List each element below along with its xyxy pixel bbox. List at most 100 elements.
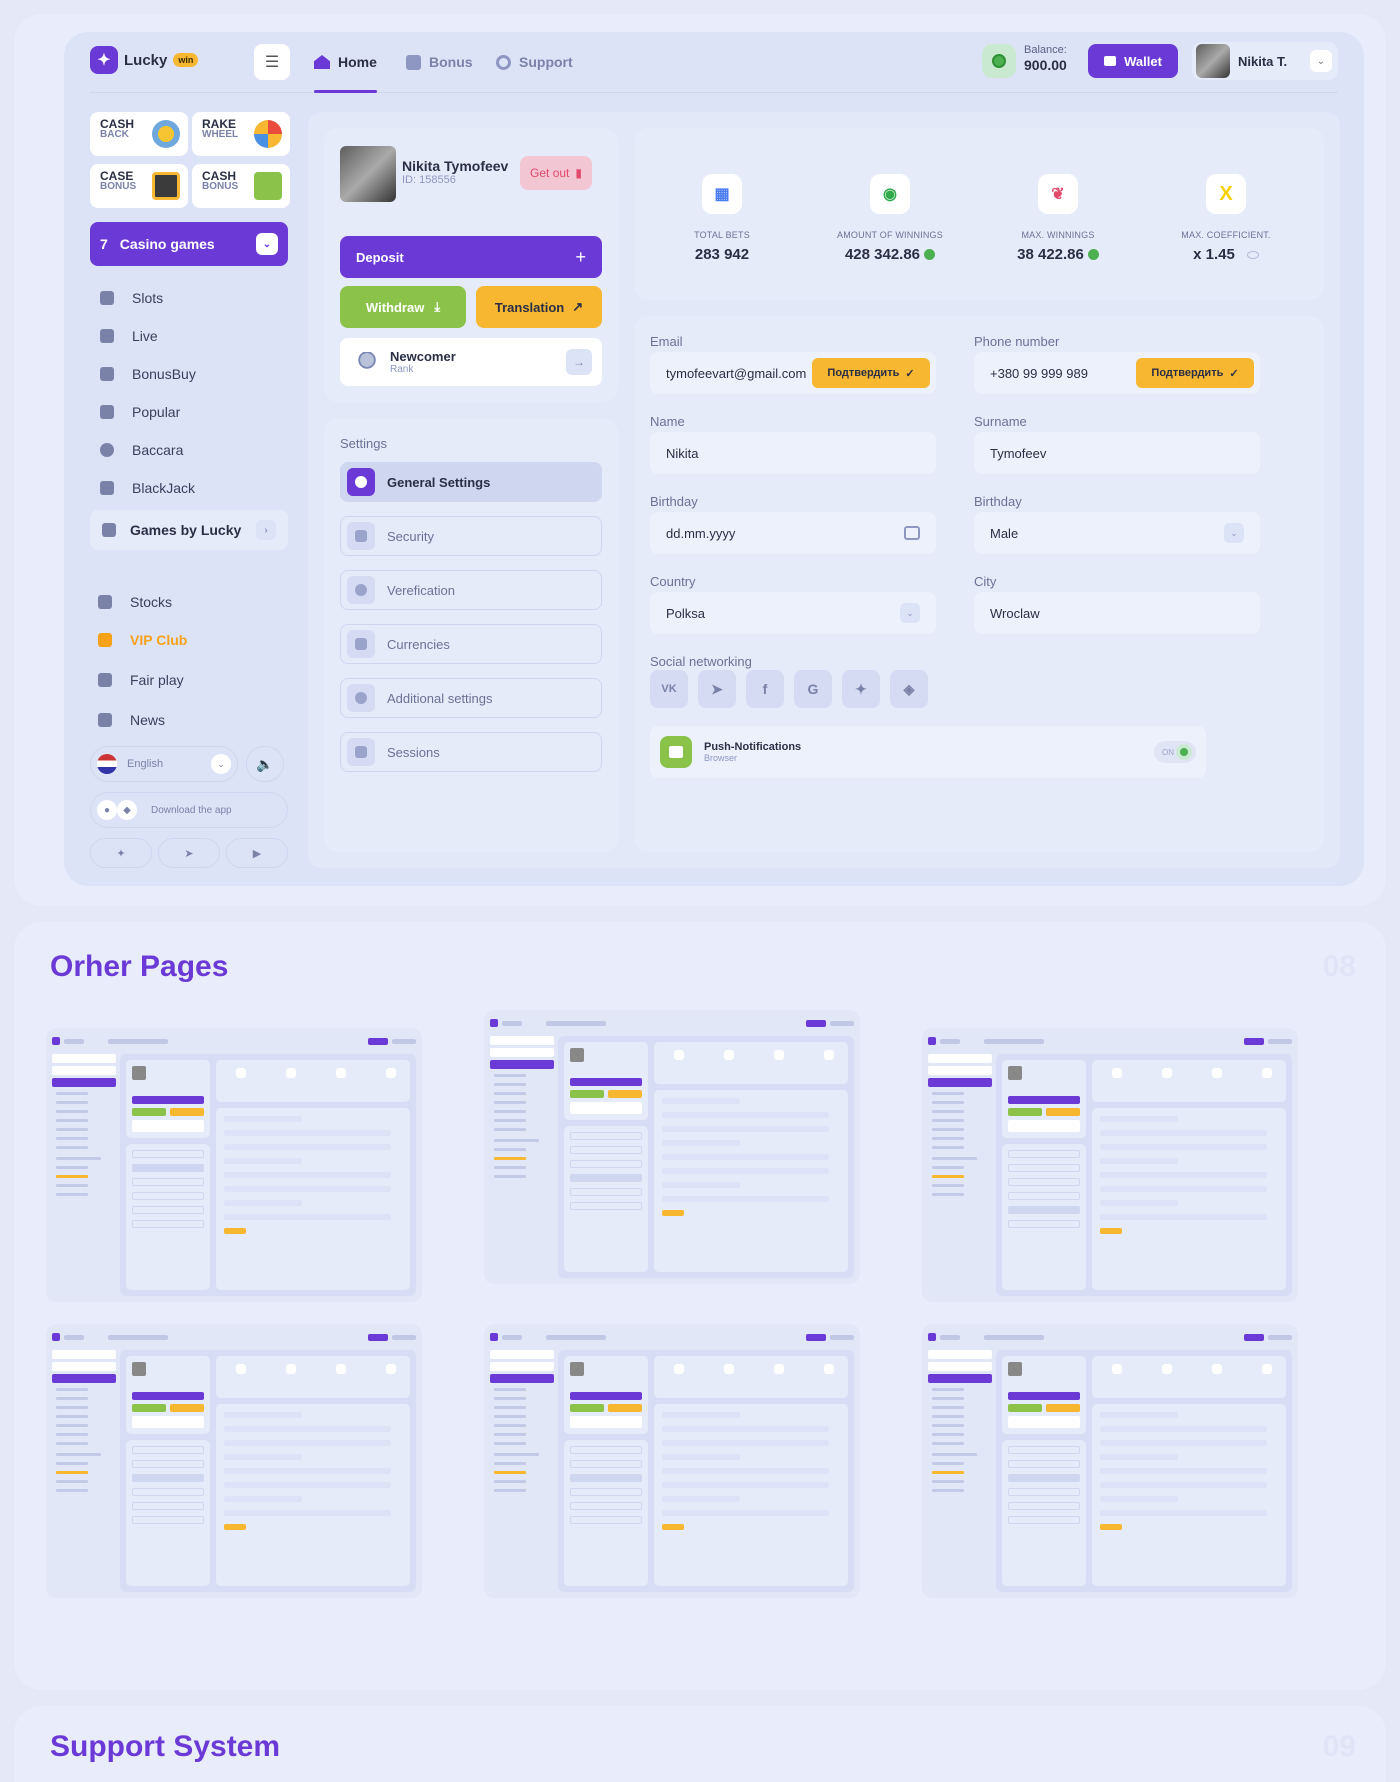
vk-button[interactable]: VK (650, 670, 688, 708)
country-select[interactable]: Polksa ⌄ (650, 592, 936, 634)
case-bonus-card[interactable]: CASE BONUS (90, 164, 188, 208)
section-title: Support System (50, 1730, 281, 1763)
stats-panel: ▦ TOTAL BETS 283 942 ◉ AMOUNT OF WINNING… (634, 128, 1324, 300)
arrow-right-icon[interactable]: → (566, 349, 592, 375)
telegram-button[interactable]: ➤ (158, 838, 220, 868)
calendar-icon[interactable] (904, 526, 920, 540)
binance-icon: ◈ (903, 680, 915, 697)
sidebar-item-slots[interactable]: Slots (100, 288, 163, 308)
name-field[interactable]: Nikita (650, 432, 936, 474)
sidebar-item-vip-club[interactable]: VIP Club (98, 630, 187, 650)
push-subtitle: Browser (704, 753, 738, 763)
sound-toggle-button[interactable]: 🔈 (246, 746, 284, 782)
card-line1: CASH (202, 169, 237, 183)
chevron-down-icon[interactable]: ⌄ (1310, 50, 1332, 72)
games-by-lucky-button[interactable]: Games by Lucky › (90, 510, 288, 550)
cashback-card[interactable]: CASH BACK (90, 112, 188, 156)
rake-wheel-card[interactable]: RAKE WHEEL (192, 112, 290, 156)
sidebar-item-label: Fair play (130, 672, 184, 688)
user-name: Nikita T. (1238, 53, 1288, 69)
settings-item-sessions[interactable]: Sessions (340, 732, 602, 772)
cash-bonus-card[interactable]: CASH BONUS (192, 164, 290, 208)
stat-label: MAX. COEFFICIENT. (1181, 230, 1271, 240)
profile-id: ID: 158556 (402, 174, 456, 186)
telegram-button[interactable]: ➤ (698, 670, 736, 708)
get-out-button[interactable]: Get out ▮ (520, 156, 592, 190)
card-line2: BONUS (202, 181, 239, 192)
google-button[interactable]: G (794, 670, 832, 708)
birthday-field[interactable]: dd.mm.yyyy (650, 512, 936, 554)
plus-icon: + (575, 246, 586, 267)
sidebar-item-stocks[interactable]: Stocks (98, 592, 172, 612)
casino-games-button[interactable]: 7 Casino games ⌄ (90, 222, 288, 266)
email-field[interactable]: tymofeevart@gmail.com Подтвердить ✓ (650, 352, 936, 394)
hamburger-menu-button[interactable]: ☰ (254, 44, 290, 80)
settings-item-currencies[interactable]: Currencies (340, 624, 602, 664)
coin-icon (1087, 249, 1099, 260)
profile-info: Nikita Tymofeev ID: 158556 (402, 158, 508, 186)
name-value: Nikita (666, 445, 699, 461)
push-notifications-row: Push-Notifications Browser ON (650, 726, 1206, 778)
sidebar-item-bonusbuy[interactable]: BonusBuy (100, 364, 196, 384)
stat-total-bets: ▦ TOTAL BETS 283 942 (652, 174, 792, 263)
deposit-button[interactable]: Deposit + (340, 236, 602, 278)
profile-avatar (340, 146, 396, 202)
star-icon (100, 405, 114, 419)
settings-item-verification[interactable]: Verefication (340, 570, 602, 610)
sidebar-item-live[interactable]: Live (100, 326, 158, 346)
phone-field[interactable]: +380 99 999 989 Подтвердить ✓ (974, 352, 1260, 394)
language-select[interactable]: English ⌄ (90, 746, 238, 782)
confirm-phone-button[interactable]: Подтвердить ✓ (1136, 358, 1254, 388)
country-value: Polksa (666, 605, 706, 621)
city-field[interactable]: Wroclaw (974, 592, 1260, 634)
settings-item-security[interactable]: Security (340, 516, 602, 556)
twitter-button[interactable]: ✦ (90, 838, 152, 868)
sidebar-item-label: BlackJack (132, 480, 196, 496)
email-value: tymofeevart@gmail.com (666, 365, 807, 381)
sidebar-item-news[interactable]: News (98, 710, 165, 730)
user-menu[interactable]: Nikita T. ⌄ (1192, 42, 1338, 80)
eye-icon[interactable] (1246, 250, 1259, 259)
facebook-button[interactable]: f (746, 670, 784, 708)
page-thumbnail (484, 1324, 860, 1598)
bonusbuy-icon (100, 367, 114, 381)
tab-bonus[interactable]: Bonus (406, 32, 473, 92)
sidebar-item-popular[interactable]: Popular (100, 402, 180, 422)
settings-item-general[interactable]: General Settings (340, 462, 602, 502)
section-number: 09 (1322, 1730, 1356, 1763)
youtube-button[interactable]: ▶ (226, 838, 288, 868)
surname-field[interactable]: Tymofeev (974, 432, 1260, 474)
confirm-email-button[interactable]: Подтвердить ✓ (812, 358, 930, 388)
games-by-lucky-label: Games by Lucky (130, 522, 242, 538)
card-line2: WHEEL (202, 129, 239, 140)
tab-home[interactable]: Home (314, 32, 377, 93)
settings-item-label: Sessions (387, 744, 440, 760)
rank-card[interactable]: Newcomer Rank → (340, 338, 602, 386)
settings-item-additional[interactable]: Additional settings (340, 678, 602, 718)
sidebar-item-label: Baccara (132, 442, 184, 458)
notification-icon (660, 736, 692, 768)
twitter-button[interactable]: ✦ (842, 670, 880, 708)
sidebar-item-baccara[interactable]: Baccara (100, 440, 183, 460)
withdraw-button[interactable]: Withdraw ⤓ (340, 286, 466, 328)
deposit-label: Deposit (356, 249, 404, 265)
sidebar-item-fair-play[interactable]: Fair play (98, 670, 184, 690)
sidebar-item-blackjack[interactable]: BlackJack (100, 478, 195, 498)
page-thumbnail (922, 1028, 1298, 1302)
logo[interactable]: ✦ Lucky win (90, 46, 199, 74)
balance: Balance: 900.00 (1024, 44, 1067, 73)
binance-button[interactable]: ◈ (890, 670, 928, 708)
download-app-button[interactable]: ● ◆ Download the app (90, 792, 288, 828)
wallet-button[interactable]: Wallet (1088, 44, 1178, 78)
tab-home-label: Home (338, 54, 377, 70)
translation-button[interactable]: Translation ↗ (476, 286, 602, 328)
tab-support[interactable]: Support (496, 32, 573, 92)
page-thumbnail (46, 1028, 422, 1302)
push-toggle[interactable]: ON (1154, 741, 1196, 763)
gender-label: Birthday (974, 494, 1022, 509)
chip-icon (100, 443, 114, 457)
wallet-icon (1104, 56, 1117, 66)
gender-select[interactable]: Male ⌄ (974, 512, 1260, 554)
slots-icon (100, 291, 114, 305)
page-thumbnail (46, 1324, 422, 1598)
